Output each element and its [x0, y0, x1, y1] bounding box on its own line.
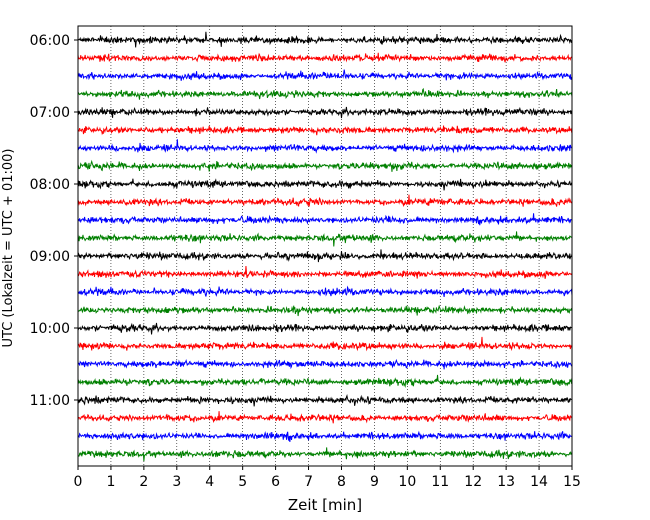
y-tick-label-11:00: 11:00	[30, 393, 70, 409]
y-tick-label-06:00: 06:00	[30, 33, 70, 49]
seismogram-trace-8	[77, 178, 573, 191]
seismogram-trace-4	[77, 106, 573, 119]
y-axis-label: UTC (Lokalzeit = UTC + 01:00)	[1, 149, 16, 348]
y-tick-label-10:00: 10:00	[30, 321, 70, 337]
x-tick-label-12: 12	[464, 474, 482, 490]
x-tick-label-0: 0	[74, 474, 83, 490]
x-tick-label-13: 13	[497, 474, 515, 490]
x-tick-label-3: 3	[172, 474, 181, 490]
x-tick-label-4: 4	[205, 474, 214, 490]
seismogram-trace-0	[77, 31, 573, 48]
x-tick-label-14: 14	[530, 474, 548, 490]
x-tick-label-10: 10	[398, 474, 416, 490]
seismogram-trace-14	[77, 285, 573, 297]
seismogram-trace-23	[77, 447, 573, 462]
x-tick-label-2: 2	[139, 474, 148, 490]
grid-layer	[110, 26, 540, 466]
seismogram-trace-3	[77, 87, 573, 100]
y-tick-label-09:00: 09:00	[30, 249, 70, 265]
seismogram-trace-6	[77, 139, 573, 154]
seismogram-trace-22	[77, 430, 573, 443]
plot-frame	[77, 25, 573, 467]
seismogram-trace-7	[77, 159, 573, 172]
x-tick-label-11: 11	[431, 474, 449, 490]
seismogram-trace-10	[77, 213, 573, 226]
x-tick-label-9: 9	[370, 474, 379, 490]
y-tick-label-07:00: 07:00	[30, 105, 70, 121]
y-axis: 06:00 07:00 08:00 09:00 10:00 11:00	[30, 33, 78, 409]
seismogram-trace-5	[77, 125, 573, 136]
seismogram-trace-20	[77, 393, 573, 407]
seismogram-trace-19	[77, 374, 573, 388]
seismogram-trace-1	[77, 52, 573, 63]
seismogram-trace-9	[77, 194, 573, 208]
x-tick-label-5: 5	[238, 474, 247, 490]
x-tick-label-6: 6	[271, 474, 280, 490]
seismogram-trace-21	[77, 411, 573, 424]
x-tick-label-1: 1	[106, 474, 115, 490]
seismogram-trace-16	[77, 322, 573, 335]
seismogram-trace-17	[77, 336, 573, 352]
seismogram-trace-2	[77, 69, 573, 81]
seismogram-trace-11	[77, 231, 573, 247]
y-tick-label-08:00: 08:00	[30, 177, 70, 193]
x-axis-label: Zeit [min]	[288, 496, 362, 514]
x-tick-label-15: 15	[563, 474, 581, 490]
seismogram-trace-12	[77, 249, 573, 263]
seismogram-trace-13	[77, 265, 573, 279]
x-axis: 0 1 2 3 4 5 6 7 8 9 10 11 12 13 14 15	[74, 466, 581, 490]
seismogram-trace-15	[77, 304, 573, 317]
seismogram-trace-18	[77, 358, 573, 370]
trace-layer	[77, 31, 573, 462]
x-tick-label-7: 7	[304, 474, 313, 490]
x-tick-label-8: 8	[337, 474, 346, 490]
